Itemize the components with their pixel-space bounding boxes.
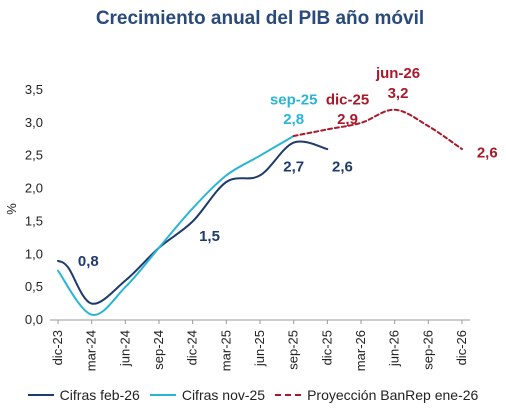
x-tick-label: jun-24 bbox=[117, 330, 132, 367]
legend-item-feb26: Cifras feb-26 bbox=[27, 387, 140, 403]
x-tick-label: mar-25 bbox=[218, 330, 233, 371]
y-tick-label: 0,0 bbox=[25, 312, 43, 327]
legend-label-nov25: Cifras nov-25 bbox=[181, 387, 266, 403]
legend: Cifras feb-26 Cifras nov-25 Proyección B… bbox=[0, 383, 506, 407]
x-tick-label: sep-25 bbox=[286, 330, 301, 370]
legend-swatch-feb26 bbox=[27, 394, 54, 396]
y-axis-ticks: 0,0 0,5 1,0 1,5 2,0 2,5 3,0 3,5 bbox=[25, 82, 43, 327]
data-label: 3,2 bbox=[388, 85, 409, 102]
y-tick-label: 2,5 bbox=[25, 148, 43, 163]
x-tick-label: dic-23 bbox=[50, 330, 65, 365]
y-tick-label: 3,5 bbox=[25, 82, 43, 97]
legend-item-proyeccion: Proyección BanRep ene-26 bbox=[275, 387, 478, 403]
annotations: 0,8 1,5 2,7 2,6 sep-25 2,8 dic-25 2,9 jun-26 3,2 2… bbox=[78, 65, 498, 270]
y-tick-label: 2,0 bbox=[25, 181, 43, 196]
data-label: 1,5 bbox=[199, 228, 220, 245]
y-axis-label: % bbox=[4, 203, 19, 215]
y-tick-label: 0,5 bbox=[25, 279, 43, 294]
data-label: 2,6 bbox=[477, 145, 498, 162]
legend-item-nov25: Cifras nov-25 bbox=[149, 387, 266, 403]
data-label: 2,7 bbox=[283, 158, 304, 175]
series-line-nov25 bbox=[57, 135, 295, 316]
data-label: 0,8 bbox=[78, 253, 99, 270]
legend-label-feb26: Cifras feb-26 bbox=[59, 387, 140, 403]
x-tick-label: dic-26 bbox=[454, 330, 469, 365]
x-tick-label: sep-26 bbox=[420, 330, 435, 370]
chart-title: Crecimiento anual del PIB año móvil bbox=[95, 8, 425, 29]
x-tick-label: mar-26 bbox=[353, 330, 368, 371]
x-tick-label: jun-26 bbox=[387, 330, 402, 367]
data-label: 2,6 bbox=[332, 158, 353, 175]
x-tick-label: jun-25 bbox=[252, 330, 267, 367]
series-line-feb26 bbox=[57, 140, 329, 305]
chart-svg: 0,0 0,5 1,0 1,5 2,0 2,5 3,0 3,5 dic-23 mar-24 jun… bbox=[4, 65, 498, 371]
data-label: sep-25 bbox=[270, 91, 318, 108]
series-group bbox=[57, 108, 463, 316]
legend-swatch-proyeccion bbox=[275, 394, 302, 396]
data-label: 2,8 bbox=[283, 111, 304, 128]
data-label: 2,9 bbox=[337, 111, 358, 128]
legend-label-proyeccion: Proyección BanRep ene-26 bbox=[307, 387, 479, 403]
series-line-proyeccion bbox=[292, 108, 463, 151]
x-tick-label: dic-24 bbox=[185, 330, 200, 365]
data-label: dic-25 bbox=[326, 91, 369, 108]
y-tick-label: 3,0 bbox=[25, 115, 43, 130]
x-axis-ticks: dic-23 mar-24 jun-24 sep-24 dic-24 mar-25 jun-… bbox=[50, 320, 469, 371]
x-tick-label: dic-25 bbox=[319, 330, 334, 365]
legend-swatch-nov25 bbox=[149, 394, 176, 396]
y-tick-label: 1,5 bbox=[25, 213, 43, 228]
x-tick-label: sep-24 bbox=[151, 330, 166, 370]
y-tick-label: 1,0 bbox=[25, 246, 43, 261]
data-label: jun-26 bbox=[375, 65, 420, 82]
x-tick-label: mar-24 bbox=[84, 330, 99, 371]
